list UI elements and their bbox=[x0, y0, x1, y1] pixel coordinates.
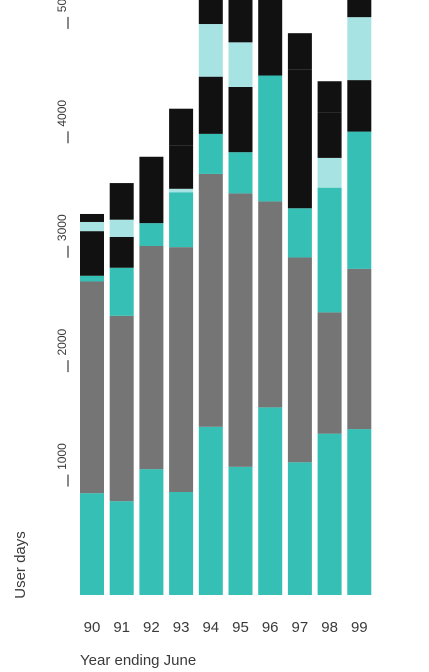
bar-segment-99-0 bbox=[347, 429, 372, 595]
bar-segment-93-0 bbox=[169, 492, 194, 595]
x-tick-label: 91 bbox=[113, 619, 130, 636]
bar-segment-90-1 bbox=[80, 281, 104, 494]
bar-segment-96-0 bbox=[258, 407, 283, 595]
y-tick-label: 3000 bbox=[55, 214, 69, 241]
bar-segment-92-5 bbox=[139, 156, 164, 224]
bar-segment-90-4 bbox=[80, 221, 104, 232]
x-axis-label: Year ending June bbox=[80, 652, 196, 669]
bar-segment-95-0 bbox=[228, 466, 253, 595]
bar-segment-98-5 bbox=[317, 112, 342, 158]
bar-segment-99-1 bbox=[347, 268, 372, 430]
bar-segment-94-1 bbox=[198, 173, 223, 427]
bar-segment-94-7 bbox=[198, 0, 223, 25]
y-tick-label: 4000 bbox=[55, 100, 69, 127]
bar-segment-97-0 bbox=[287, 462, 312, 595]
y-axis: 1000 2000 3000 4000 5000 bbox=[55, 0, 69, 487]
bar-segment-93-5 bbox=[169, 145, 194, 189]
bar-segment-99-7 bbox=[347, 0, 372, 18]
x-axis: 90 91 92 93 94 95 96 97 98 99 bbox=[84, 619, 368, 636]
x-tick-label: 94 bbox=[202, 619, 219, 636]
bar-segment-94-2 bbox=[198, 133, 223, 174]
bar-segment-90-5 bbox=[80, 213, 104, 222]
x-tick-label: 99 bbox=[351, 619, 368, 636]
bar-segment-91-4 bbox=[109, 219, 134, 237]
y-tick-label: 5000 bbox=[55, 0, 69, 12]
x-tick-label: 95 bbox=[232, 619, 249, 636]
bar-segment-92-2 bbox=[139, 223, 164, 247]
bar-segment-99-6 bbox=[347, 17, 372, 81]
bar-segment-98-2 bbox=[317, 187, 342, 313]
bar-segment-91-2 bbox=[109, 267, 134, 316]
bar-segment-92-1 bbox=[139, 246, 164, 470]
bar-segment-94-5 bbox=[198, 76, 223, 134]
bar-segment-94-6 bbox=[198, 24, 223, 77]
x-tick-label: 90 bbox=[84, 619, 101, 636]
bar-segment-93-2 bbox=[169, 192, 194, 248]
bar-segment-95-7 bbox=[228, 0, 253, 43]
bar-segment-97-1 bbox=[287, 257, 312, 463]
bar-segment-93-7 bbox=[169, 108, 194, 146]
x-tick-label: 96 bbox=[262, 619, 279, 636]
x-tick-label: 92 bbox=[143, 619, 160, 636]
bar-segment-95-5 bbox=[228, 86, 253, 153]
bar-segment-91-5 bbox=[109, 183, 134, 220]
bar-segment-95-2 bbox=[228, 152, 253, 194]
bar-segment-91-3 bbox=[109, 236, 134, 268]
bar-segment-98-0 bbox=[317, 433, 342, 595]
bar-segment-91-0 bbox=[109, 501, 134, 595]
y-axis-label: User days bbox=[12, 531, 29, 599]
bar-segment-96-1 bbox=[258, 201, 283, 408]
y-tick-label: 1000 bbox=[55, 443, 69, 470]
bar-segment-91-1 bbox=[109, 315, 134, 502]
bar-segment-90-2 bbox=[80, 275, 104, 282]
bar-segment-99-2 bbox=[347, 131, 372, 269]
y-tick-label: 2000 bbox=[55, 328, 69, 355]
bar-segment-98-4 bbox=[317, 157, 342, 188]
bar-segment-96-7 bbox=[258, 0, 283, 76]
bar-segment-90-3 bbox=[80, 231, 104, 276]
bar-segment-99-5 bbox=[347, 80, 372, 132]
bar-segment-94-0 bbox=[198, 426, 223, 595]
bar-group bbox=[80, 0, 372, 595]
x-tick-label: 98 bbox=[321, 619, 338, 636]
x-tick-label: 93 bbox=[173, 619, 190, 636]
bar-segment-95-6 bbox=[228, 42, 253, 87]
bar-segment-92-0 bbox=[139, 469, 164, 595]
bar-segment-90-0 bbox=[80, 493, 104, 595]
bar-segment-95-1 bbox=[228, 193, 253, 467]
bar-segment-97-2 bbox=[287, 208, 312, 258]
bar-segment-97-5 bbox=[287, 69, 312, 209]
x-tick-label: 97 bbox=[292, 619, 309, 636]
bar-segment-93-4 bbox=[169, 188, 194, 193]
bar-segment-98-7 bbox=[317, 81, 342, 113]
bar-segment-96-2 bbox=[258, 75, 283, 202]
bar-segment-93-1 bbox=[169, 247, 194, 493]
bar-segment-98-1 bbox=[317, 312, 342, 434]
bar-segment-97-7 bbox=[287, 33, 312, 70]
